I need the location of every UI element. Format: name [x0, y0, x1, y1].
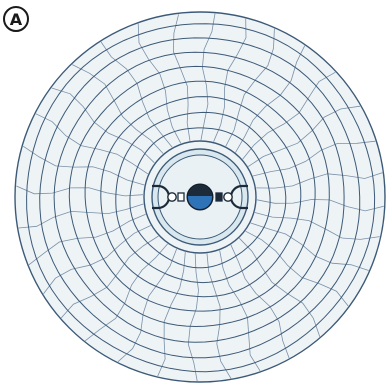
radial-line	[72, 64, 164, 154]
concentric-rings	[26, 23, 376, 373]
spindle-hole-blue-half	[188, 196, 212, 209]
radial-line	[252, 140, 376, 177]
radial-line	[247, 105, 361, 167]
radial-line	[235, 45, 306, 153]
radial-line	[256, 199, 384, 212]
radial-line	[100, 41, 173, 148]
radial-line	[230, 244, 290, 359]
radial-line	[117, 248, 177, 362]
radial-line	[16, 185, 144, 197]
panel-label: A	[3, 6, 29, 32]
concentric-ring	[100, 96, 302, 298]
concentric-ring	[26, 23, 376, 373]
radial-line	[256, 172, 383, 189]
radial-line	[137, 23, 182, 144]
radial-line	[157, 252, 186, 377]
radial-line	[219, 250, 261, 372]
concentric-ring	[39, 37, 361, 359]
radial-line	[200, 13, 216, 141]
radial-line	[84, 243, 168, 342]
radial-line	[250, 222, 369, 271]
radial-line	[172, 14, 191, 141]
radial-line	[254, 212, 380, 240]
small-square-icon	[215, 192, 223, 202]
small-circle-icon	[223, 192, 233, 202]
radial-line	[187, 253, 199, 382]
small-square-icon	[177, 192, 185, 202]
spindle-hole-rim	[186, 183, 214, 211]
concentric-ring	[53, 51, 345, 343]
small-circle-icon	[167, 192, 177, 202]
radial-line	[206, 253, 232, 379]
radial-line	[18, 203, 144, 229]
radial-line	[239, 237, 321, 337]
radial-line	[22, 145, 145, 186]
radial-line	[245, 230, 349, 307]
radial-lines	[16, 13, 384, 382]
radial-line	[28, 213, 146, 266]
radial-line	[213, 18, 247, 142]
radial-line	[43, 225, 151, 295]
radial-line	[35, 113, 149, 175]
radial-line	[242, 71, 336, 160]
radial-line	[225, 28, 275, 147]
radial-line	[51, 87, 155, 164]
concentric-ring	[115, 111, 287, 284]
hub	[143, 140, 257, 254]
concentric-ring	[84, 80, 316, 312]
concentric-ring	[129, 127, 271, 269]
radial-line	[61, 235, 159, 319]
concentric-ring	[68, 65, 330, 328]
